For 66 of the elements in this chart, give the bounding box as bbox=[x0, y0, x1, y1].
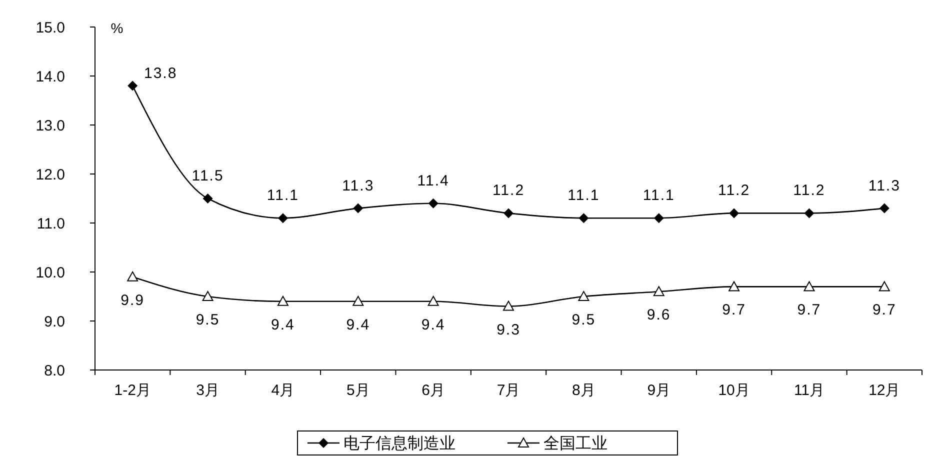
point bbox=[128, 80, 138, 91]
data-label: 9.7 bbox=[797, 302, 822, 319]
data-label: 9.7 bbox=[722, 302, 746, 319]
legend-label: 全国工业 bbox=[544, 434, 608, 453]
data-label: 9.6 bbox=[646, 306, 671, 324]
y-tick-label: 14.0 bbox=[36, 68, 65, 86]
y-axis-title: % bbox=[110, 20, 124, 36]
data-label: 11.4 bbox=[417, 172, 450, 190]
data-label: 11.2 bbox=[492, 182, 525, 200]
point bbox=[202, 291, 214, 301]
x-tick-label: 7月 bbox=[496, 382, 520, 399]
point bbox=[278, 213, 288, 224]
y-tick-label: 12.0 bbox=[36, 166, 65, 184]
point bbox=[127, 271, 138, 282]
y-tick-label: 9.0 bbox=[44, 313, 65, 330]
data-label: 11.3 bbox=[342, 177, 374, 194]
x-tick-label: 6月 bbox=[422, 382, 445, 399]
x-tick-label: 12月 bbox=[868, 382, 900, 399]
point bbox=[352, 296, 364, 306]
data-label: 9.4 bbox=[421, 316, 446, 334]
point bbox=[653, 286, 664, 296]
point bbox=[277, 296, 288, 306]
x-tick-label: 4月 bbox=[271, 382, 295, 399]
data-label: 9.3 bbox=[496, 321, 520, 338]
point bbox=[504, 208, 514, 218]
y-tick-label: 10.0 bbox=[36, 264, 65, 282]
point bbox=[578, 213, 589, 224]
point bbox=[878, 281, 890, 292]
data-label: 9.7 bbox=[872, 302, 896, 319]
point bbox=[353, 203, 364, 214]
x-tick-label: 8月 bbox=[572, 382, 596, 399]
data-label: 11.2 bbox=[718, 182, 750, 200]
x-tick-label: 1-2月 bbox=[114, 382, 151, 399]
point bbox=[503, 300, 514, 311]
data-label: 9.4 bbox=[346, 316, 370, 334]
x-tick-label: 5月 bbox=[346, 382, 370, 399]
data-label: 11.1 bbox=[568, 187, 600, 204]
y-tick-label: 15.0 bbox=[36, 19, 65, 36]
x-tick-label: 9月 bbox=[647, 382, 671, 399]
point bbox=[879, 203, 890, 214]
data-label: 9.5 bbox=[196, 312, 220, 328]
legend-label: 电子信息制造业 bbox=[344, 434, 456, 453]
y-tick-label: 11.0 bbox=[36, 215, 65, 232]
point bbox=[804, 208, 814, 218]
data-label: 9.5 bbox=[572, 312, 596, 328]
y-tick-label: 13.0 bbox=[36, 117, 65, 134]
data-label: 11.3 bbox=[868, 177, 900, 194]
data-label: 11.1 bbox=[266, 187, 299, 204]
point bbox=[578, 291, 590, 301]
x-tick-label: 11月 bbox=[794, 382, 825, 399]
point bbox=[428, 198, 438, 208]
point bbox=[804, 281, 815, 292]
point bbox=[729, 208, 740, 218]
point bbox=[654, 213, 664, 224]
x-tick-label: 3月 bbox=[196, 382, 220, 399]
point bbox=[728, 281, 740, 292]
data-label: 13.8 bbox=[144, 64, 178, 82]
y-tick-label: 8.0 bbox=[44, 362, 65, 380]
data-label: 11.1 bbox=[642, 187, 675, 204]
data-label: 9.4 bbox=[271, 316, 295, 334]
data-label: 11.2 bbox=[793, 182, 826, 200]
point bbox=[202, 194, 213, 204]
point bbox=[428, 296, 439, 306]
data-label: 9.9 bbox=[120, 292, 145, 309]
x-tick-label: 10月 bbox=[718, 382, 750, 399]
data-label: 11.5 bbox=[192, 168, 224, 184]
